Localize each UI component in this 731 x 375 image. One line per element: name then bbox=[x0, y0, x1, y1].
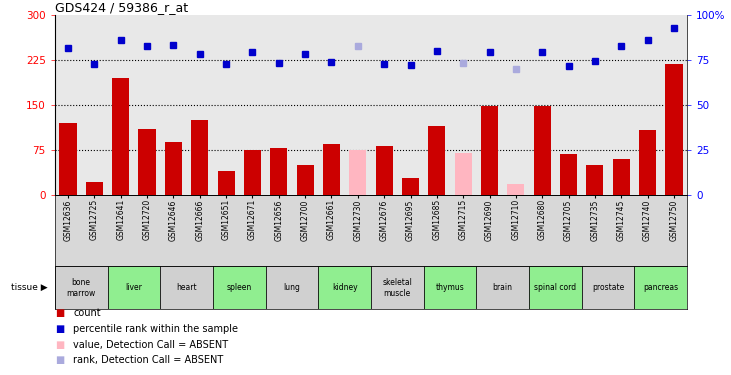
Text: ■: ■ bbox=[55, 308, 64, 318]
Bar bbox=[665, 64, 683, 195]
Bar bbox=[297, 165, 314, 195]
Text: spleen: spleen bbox=[227, 284, 252, 292]
Text: value, Detection Call = ABSENT: value, Detection Call = ABSENT bbox=[73, 340, 228, 350]
Bar bbox=[213, 266, 265, 309]
Text: rank, Detection Call = ABSENT: rank, Detection Call = ABSENT bbox=[73, 356, 224, 365]
Bar bbox=[424, 266, 477, 309]
Text: GDS424 / 59386_r_at: GDS424 / 59386_r_at bbox=[55, 1, 188, 14]
Bar bbox=[86, 182, 103, 195]
Bar bbox=[529, 266, 582, 309]
Bar bbox=[59, 123, 77, 195]
Text: spinal cord: spinal cord bbox=[534, 284, 577, 292]
Text: ■: ■ bbox=[55, 340, 64, 350]
Text: count: count bbox=[73, 308, 101, 318]
Bar bbox=[112, 78, 129, 195]
Text: kidney: kidney bbox=[332, 284, 357, 292]
Bar bbox=[349, 150, 366, 195]
Bar bbox=[138, 129, 156, 195]
Bar bbox=[318, 266, 371, 309]
Text: liver: liver bbox=[126, 284, 143, 292]
Text: brain: brain bbox=[493, 284, 512, 292]
Bar bbox=[613, 159, 630, 195]
Bar bbox=[507, 184, 524, 195]
Bar bbox=[164, 142, 182, 195]
Bar bbox=[481, 106, 498, 195]
Bar bbox=[560, 154, 577, 195]
Text: lung: lung bbox=[284, 284, 300, 292]
Text: percentile rank within the sample: percentile rank within the sample bbox=[73, 324, 238, 334]
Text: tissue ▶: tissue ▶ bbox=[11, 284, 48, 292]
Bar bbox=[192, 120, 208, 195]
Bar bbox=[265, 266, 318, 309]
Text: prostate: prostate bbox=[592, 284, 624, 292]
Bar bbox=[428, 126, 445, 195]
Bar bbox=[323, 144, 340, 195]
Bar bbox=[477, 266, 529, 309]
Text: ■: ■ bbox=[55, 356, 64, 365]
Bar bbox=[639, 130, 656, 195]
Text: heart: heart bbox=[176, 284, 197, 292]
Bar bbox=[244, 150, 261, 195]
Bar bbox=[218, 171, 235, 195]
Bar bbox=[534, 106, 550, 195]
Bar bbox=[582, 266, 635, 309]
Bar bbox=[376, 146, 393, 195]
Text: thymus: thymus bbox=[436, 284, 464, 292]
Text: bone
marrow: bone marrow bbox=[67, 278, 96, 297]
Text: skeletal
muscle: skeletal muscle bbox=[382, 278, 412, 297]
Bar bbox=[635, 266, 687, 309]
Bar bbox=[160, 266, 213, 309]
Bar bbox=[55, 266, 107, 309]
Bar bbox=[270, 148, 287, 195]
Bar bbox=[455, 153, 471, 195]
Bar bbox=[586, 165, 604, 195]
Text: ■: ■ bbox=[55, 324, 64, 334]
Bar bbox=[107, 266, 160, 309]
Text: pancreas: pancreas bbox=[643, 284, 678, 292]
Bar bbox=[371, 266, 424, 309]
Bar bbox=[402, 178, 419, 195]
